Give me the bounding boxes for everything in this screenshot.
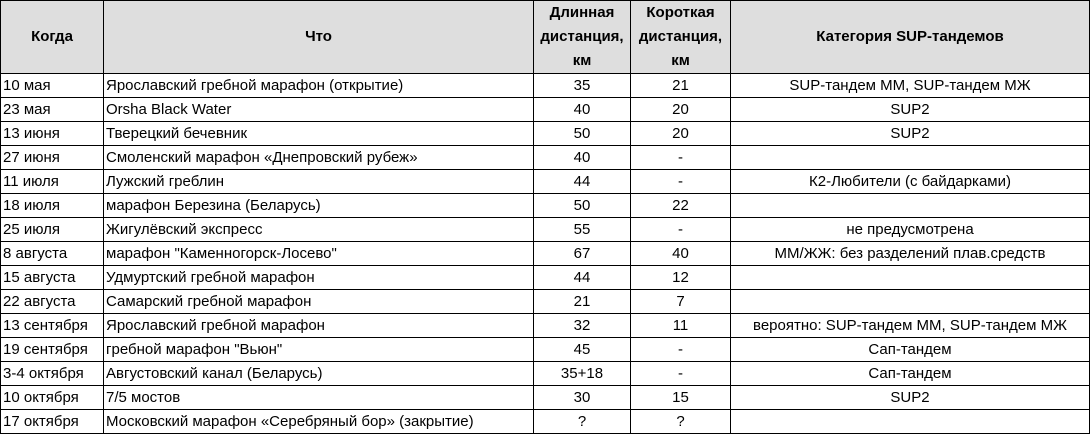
cell-long-distance[interactable]: 40 bbox=[533, 145, 631, 170]
header-sup-category: Категория SUP-тандемов bbox=[730, 0, 1090, 74]
table-row: 27 июня Смоленский марафон «Днепровский р… bbox=[0, 145, 1090, 170]
cell-event[interactable]: Ярославский гребной марафон bbox=[103, 313, 534, 338]
cell-when[interactable]: 19 сентября bbox=[0, 337, 104, 362]
cell-sup-category[interactable]: Сап-тандем bbox=[730, 337, 1090, 362]
cell-short-distance[interactable]: 7 bbox=[630, 289, 731, 314]
cell-event[interactable]: Orsha Black Water bbox=[103, 97, 534, 122]
table-row: 13 сентября Ярославский гребной марафон 32… bbox=[0, 313, 1090, 338]
cell-when[interactable]: 13 июня bbox=[0, 121, 104, 146]
cell-short-distance[interactable]: - bbox=[630, 145, 731, 170]
table-row: 10 октября 7/5 мостов 30 15 SUP2 bbox=[0, 385, 1090, 410]
cell-long-distance[interactable]: 35+18 bbox=[533, 361, 631, 386]
cell-short-distance[interactable]: 20 bbox=[630, 121, 731, 146]
table-row: 17 октября Московский марафон «Серебряный… bbox=[0, 409, 1090, 434]
cell-event[interactable]: Московский марафон «Серебряный бор» (зак… bbox=[103, 409, 534, 434]
cell-short-distance[interactable]: - bbox=[630, 217, 731, 242]
cell-sup-category[interactable]: ММ/ЖЖ: без разделений плав.средств bbox=[730, 241, 1090, 266]
cell-sup-category[interactable] bbox=[730, 193, 1090, 218]
cell-long-distance[interactable]: 67 bbox=[533, 241, 631, 266]
cell-when[interactable]: 25 июля bbox=[0, 217, 104, 242]
table-body: 10 мая Ярославский гребной марафон (откры… bbox=[0, 73, 1090, 434]
header-what: Что bbox=[103, 0, 534, 74]
cell-when[interactable]: 22 августа bbox=[0, 289, 104, 314]
cell-event[interactable]: Удмуртский гребной марафон bbox=[103, 265, 534, 290]
table-row: 10 мая Ярославский гребной марафон (откры… bbox=[0, 73, 1090, 98]
cell-short-distance[interactable]: 15 bbox=[630, 385, 731, 410]
cell-event[interactable]: марафон Березина (Беларусь) bbox=[103, 193, 534, 218]
cell-short-distance[interactable]: 40 bbox=[630, 241, 731, 266]
cell-event[interactable]: Смоленский марафон «Днепровский рубеж» bbox=[103, 145, 534, 170]
cell-when[interactable]: 23 мая bbox=[0, 97, 104, 122]
cell-long-distance[interactable]: 55 bbox=[533, 217, 631, 242]
cell-sup-category[interactable]: SUP-тандем ММ, SUP-тандем МЖ bbox=[730, 73, 1090, 98]
cell-long-distance[interactable]: 30 bbox=[533, 385, 631, 410]
table-row: 8 августа марафон "Каменногорск-Лосево" 67… bbox=[0, 241, 1090, 266]
cell-short-distance[interactable]: 22 bbox=[630, 193, 731, 218]
cell-event[interactable]: Тверецкий бечевник bbox=[103, 121, 534, 146]
cell-sup-category[interactable]: не предусмотрена bbox=[730, 217, 1090, 242]
cell-long-distance[interactable]: 45 bbox=[533, 337, 631, 362]
cell-when[interactable]: 13 сентября bbox=[0, 313, 104, 338]
cell-short-distance[interactable]: 11 bbox=[630, 313, 731, 338]
cell-sup-category[interactable]: Сап-тандем bbox=[730, 361, 1090, 386]
cell-long-distance[interactable]: 35 bbox=[533, 73, 631, 98]
cell-when[interactable]: 8 августа bbox=[0, 241, 104, 266]
cell-long-distance[interactable]: 40 bbox=[533, 97, 631, 122]
cell-short-distance[interactable]: ? bbox=[630, 409, 731, 434]
cell-event[interactable]: Жигулёвский экспресс bbox=[103, 217, 534, 242]
cell-short-distance[interactable]: 21 bbox=[630, 73, 731, 98]
cell-sup-category[interactable] bbox=[730, 265, 1090, 290]
cell-when[interactable]: 10 октября bbox=[0, 385, 104, 410]
header-long-distance: Длинная дистанция, км bbox=[533, 0, 631, 74]
table-row: 18 июля марафон Березина (Беларусь) 50 22 bbox=[0, 193, 1090, 218]
cell-event[interactable]: марафон "Каменногорск-Лосево" bbox=[103, 241, 534, 266]
cell-sup-category[interactable] bbox=[730, 409, 1090, 434]
cell-event[interactable]: Ярославский гребной марафон (открытие) bbox=[103, 73, 534, 98]
cell-sup-category[interactable]: SUP2 bbox=[730, 97, 1090, 122]
cell-short-distance[interactable]: 12 bbox=[630, 265, 731, 290]
table-row: 11 июля Лужский греблин 44- К2-Любители (с … bbox=[0, 169, 1090, 194]
table-row: 15 августа Удмуртский гребной марафон 44 12 bbox=[0, 265, 1090, 290]
cell-when[interactable]: 11 июля bbox=[0, 169, 104, 194]
cell-when[interactable]: 3-4 октября bbox=[0, 361, 104, 386]
cell-sup-category[interactable] bbox=[730, 289, 1090, 314]
cell-when[interactable]: 17 октября bbox=[0, 409, 104, 434]
cell-sup-category[interactable]: SUP2 bbox=[730, 385, 1090, 410]
cell-event[interactable]: Самарский гребной марафон bbox=[103, 289, 534, 314]
cell-short-distance[interactable]: - bbox=[630, 337, 731, 362]
cell-sup-category[interactable]: вероятно: SUP-тандем ММ, SUP-тандем МЖ bbox=[730, 313, 1090, 338]
cell-when[interactable]: 10 мая bbox=[0, 73, 104, 98]
cell-sup-category[interactable]: К2-Любители (с байдарками) bbox=[730, 169, 1090, 194]
cell-long-distance[interactable]: 21 bbox=[533, 289, 631, 314]
table-row: 3-4 октября Августовский канал (Беларусь)… bbox=[0, 361, 1090, 386]
table-row: 13 июня Тверецкий бечевник 50 20 SUP2 bbox=[0, 121, 1090, 146]
cell-event[interactable]: Лужский греблин bbox=[103, 169, 534, 194]
cell-long-distance[interactable]: ? bbox=[533, 409, 631, 434]
header-short-distance: Короткая дистанция, км bbox=[630, 0, 731, 74]
cell-long-distance[interactable]: 50 bbox=[533, 121, 631, 146]
cell-long-distance[interactable]: 44 bbox=[533, 169, 631, 194]
cell-long-distance[interactable]: 50 bbox=[533, 193, 631, 218]
cell-when[interactable]: 27 июня bbox=[0, 145, 104, 170]
cell-sup-category[interactable]: SUP2 bbox=[730, 121, 1090, 146]
cell-event[interactable]: Августовский канал (Беларусь) bbox=[103, 361, 534, 386]
cell-long-distance[interactable]: 32 bbox=[533, 313, 631, 338]
cell-when[interactable]: 15 августа bbox=[0, 265, 104, 290]
cell-event[interactable]: гребной марафон "Вьюн" bbox=[103, 337, 534, 362]
cell-short-distance[interactable]: - bbox=[630, 361, 731, 386]
header-when: Когда bbox=[0, 0, 104, 74]
cell-short-distance[interactable]: 20 bbox=[630, 97, 731, 122]
table-row: 25 июля Жигулёвский экспресс 55- не предусм… bbox=[0, 217, 1090, 242]
cell-event[interactable]: 7/5 мостов bbox=[103, 385, 534, 410]
table-row: 22 августа Самарский гребной марафон 21 7 bbox=[0, 289, 1090, 314]
header-row: Когда Что Длинная дистанция, км Короткая… bbox=[0, 0, 1090, 74]
cell-short-distance[interactable]: - bbox=[630, 169, 731, 194]
cell-when[interactable]: 18 июля bbox=[0, 193, 104, 218]
table-row: 23 мая Orsha Black Water 40 20 SUP2 bbox=[0, 97, 1090, 122]
cell-sup-category[interactable] bbox=[730, 145, 1090, 170]
cell-long-distance[interactable]: 44 bbox=[533, 265, 631, 290]
table-row: 19 сентября гребной марафон "Вьюн" 45- Сап-… bbox=[0, 337, 1090, 362]
